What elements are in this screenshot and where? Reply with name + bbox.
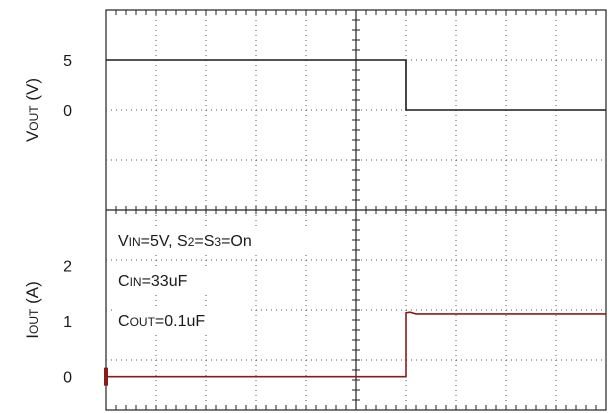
annotation-text: COUT=0.1uF [118, 313, 205, 330]
annotations: VIN=5V, S2=S3=On CIN=33uF COUT=0.1uF [116, 229, 320, 333]
annotation-text: CIN=33uF [118, 273, 188, 290]
series-line-iout [106, 311, 606, 378]
y-axis-label-iout: IOUT (A) [23, 281, 42, 338]
channel-marker [104, 367, 108, 386]
y-tick-label: 0 [63, 370, 72, 387]
annotation-text: VIN=5V, S2=S3=On [118, 233, 252, 250]
y-tick-label: 5 [63, 53, 72, 70]
y-tick-label: 1 [63, 314, 72, 331]
annotation-bg [116, 269, 232, 293]
y-axis-label-vout: VOUT (V) [23, 78, 42, 142]
annotation-bg [116, 309, 250, 333]
annotation-bg [116, 229, 320, 253]
y-tick-label: 2 [63, 259, 72, 276]
series-line-vout [106, 59, 606, 111]
y-tick-label: 0 [63, 103, 72, 120]
